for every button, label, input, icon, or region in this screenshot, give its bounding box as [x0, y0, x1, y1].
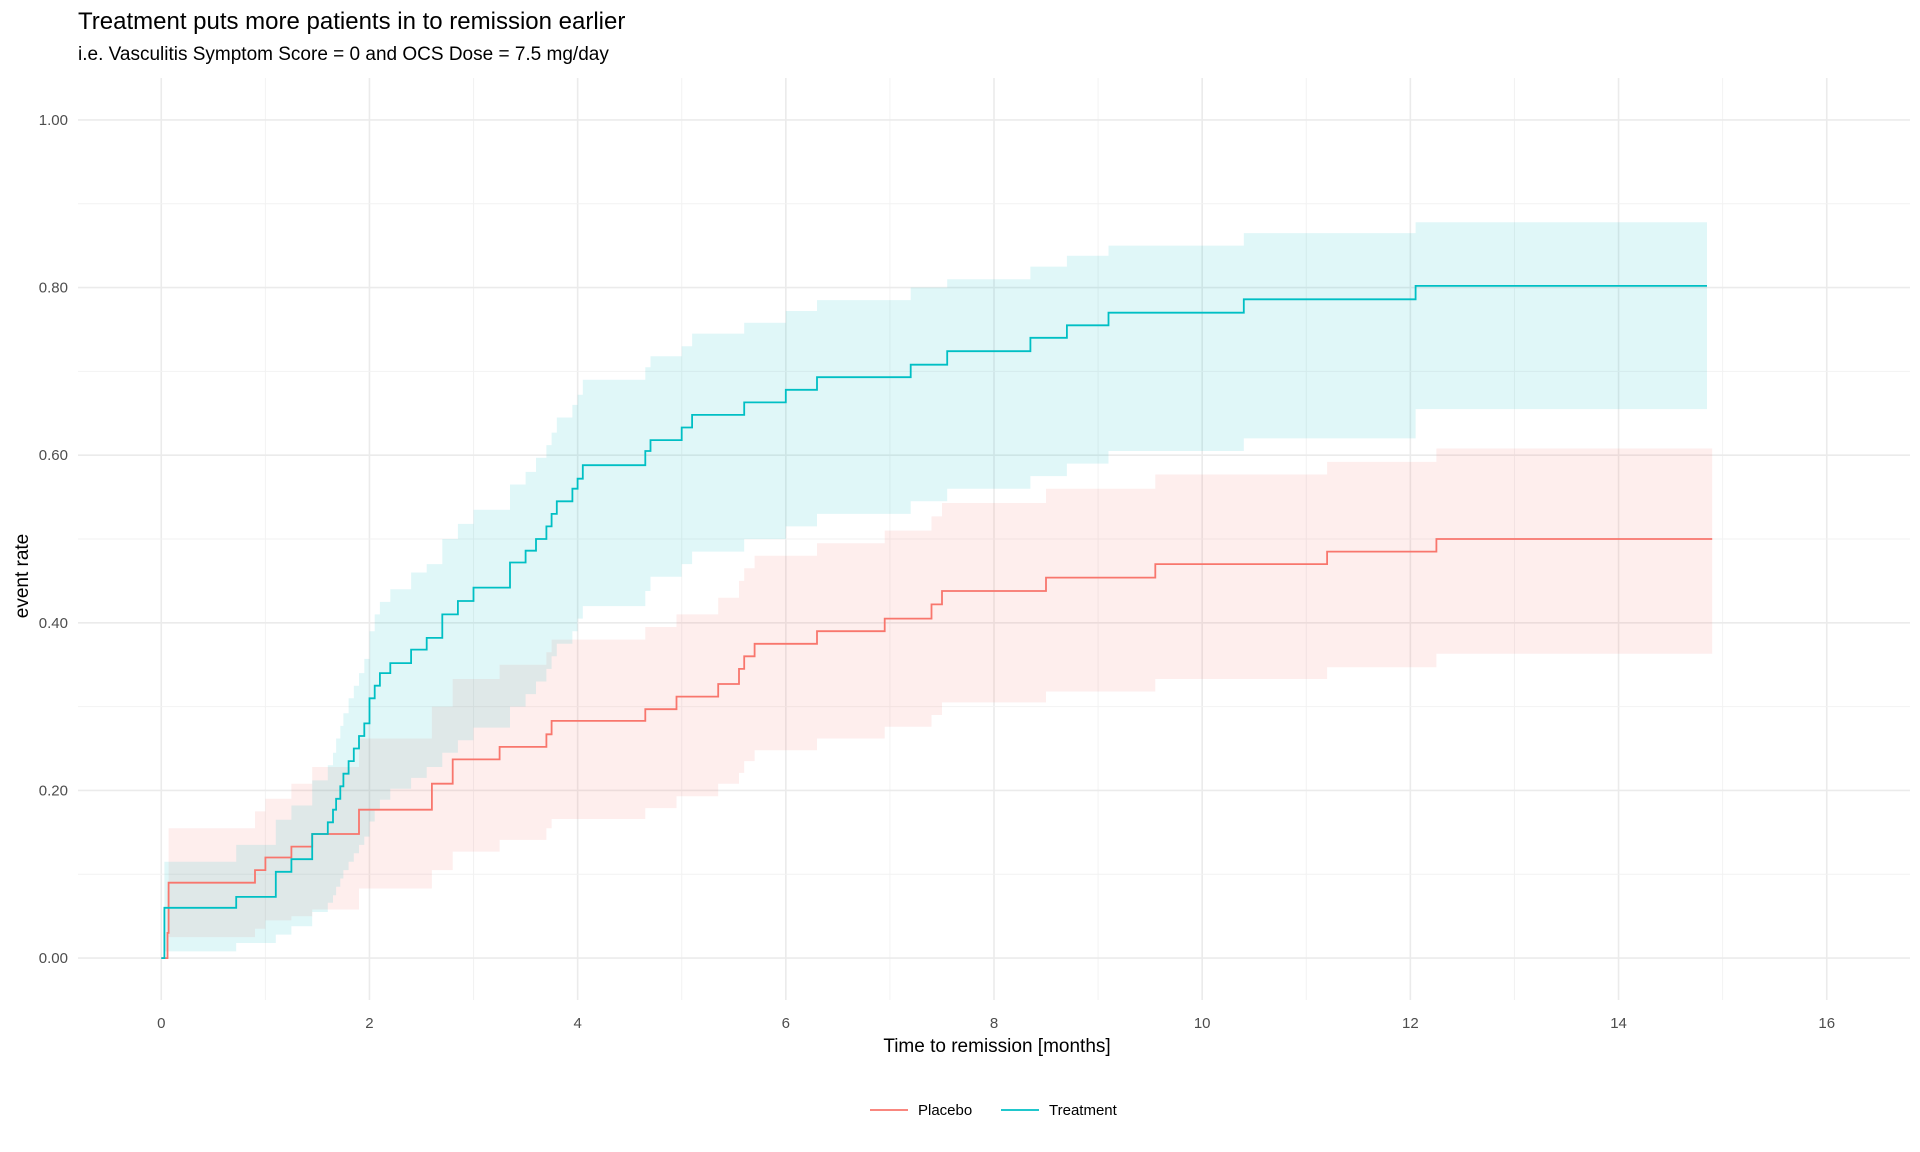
legend: Placebo Treatment [870, 1102, 1118, 1119]
x-tick-label: 8 [990, 1015, 998, 1032]
y-tick-label: 0.80 [39, 280, 68, 297]
y-tick-label: 0.00 [39, 950, 68, 967]
y-tick-label: 0.20 [39, 782, 68, 799]
y-axis-title: event rate [12, 534, 33, 619]
x-tick-label: 2 [365, 1015, 373, 1032]
x-tick-label: 6 [782, 1015, 790, 1032]
grid-layer [78, 78, 1910, 1000]
treatment-legend-label: Treatment [1049, 1102, 1118, 1119]
x-axis-title: Time to remission [months] [883, 1036, 1110, 1057]
chart-subtitle: i.e. Vasculitis Symptom Score = 0 and OC… [78, 44, 609, 65]
tick-labels: 0 2 4 6 8 10 12 14 16 0.00 0.20 0.40 0.60 0.80 1.00 [39, 112, 1835, 1032]
x-tick-label: 12 [1402, 1015, 1419, 1032]
x-tick-label: 14 [1610, 1015, 1627, 1032]
x-tick-label: 16 [1818, 1015, 1835, 1032]
treatment-confidence-band [161, 222, 1707, 959]
placebo-line [161, 538, 1713, 959]
series-lines [161, 285, 1713, 959]
x-tick-label: 0 [157, 1015, 165, 1032]
y-tick-label: 0.40 [39, 615, 68, 632]
confidence-bands [161, 222, 1713, 959]
placebo-confidence-band [161, 448, 1713, 959]
y-tick-label: 0.60 [39, 447, 68, 464]
chart-title: Treatment puts more patients in to remis… [78, 8, 626, 35]
y-tick-label: 1.00 [39, 112, 68, 129]
treatment-line [161, 285, 1707, 959]
placebo-legend-label: Placebo [918, 1102, 972, 1119]
x-tick-label: 4 [573, 1015, 581, 1032]
x-tick-label: 10 [1194, 1015, 1211, 1032]
